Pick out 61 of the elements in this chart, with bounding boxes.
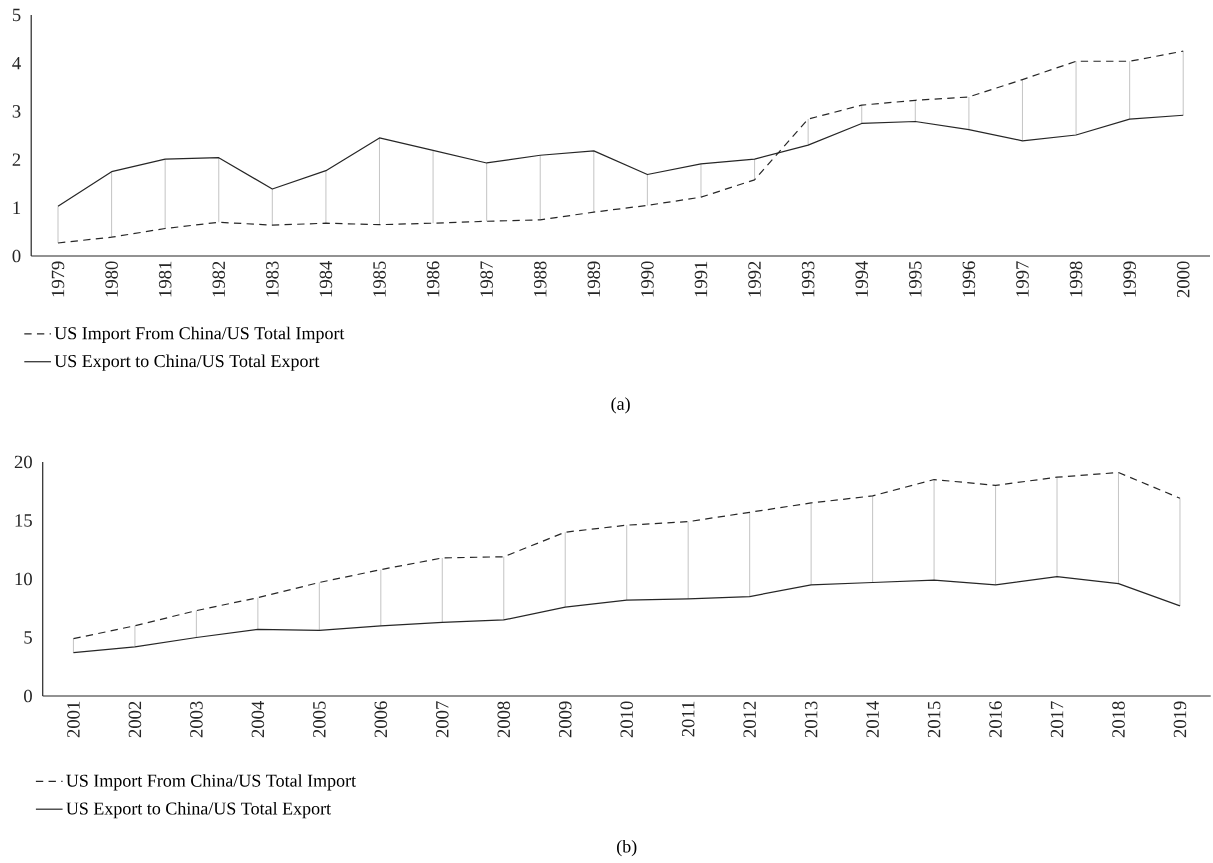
x-tick-label: 1991 bbox=[694, 261, 708, 297]
x-tick-label: 2001 bbox=[67, 701, 80, 738]
y-tick-label: 1 bbox=[13, 201, 21, 214]
x-tick-label: 2014 bbox=[866, 700, 879, 738]
legend-label: US Import From China/US Total Import bbox=[66, 774, 356, 791]
x-tick-label: 1995 bbox=[909, 261, 922, 297]
y-tick-label: 4 bbox=[12, 57, 21, 70]
x-tick-label: 2005 bbox=[313, 701, 326, 738]
x-tick-label: 2019 bbox=[1173, 701, 1187, 738]
line-series bbox=[72, 471, 1181, 640]
y-tick-label: 15 bbox=[15, 514, 32, 527]
y-tick-label: 0 bbox=[24, 689, 32, 703]
x-tick-label: 1993 bbox=[801, 261, 815, 297]
y-tick-label: 2 bbox=[12, 153, 21, 166]
y-tick-label: 3 bbox=[12, 105, 21, 118]
x-tick-label: 2015 bbox=[927, 701, 941, 738]
x-tick-label: 1999 bbox=[1123, 261, 1136, 297]
x-tick-label: 2016 bbox=[989, 701, 1002, 738]
text: (b) bbox=[617, 839, 637, 857]
x-tick-label: 2004 bbox=[251, 700, 265, 738]
x-tick-label: 2017 bbox=[1050, 701, 1064, 738]
y-tick-label: 0 bbox=[12, 249, 21, 263]
x-tick-label: 1984 bbox=[319, 260, 333, 297]
legend-label: US Import From China/US Total Import bbox=[54, 326, 345, 343]
x-tick-label: 1987 bbox=[480, 261, 493, 297]
y-tick-label: 5 bbox=[24, 631, 32, 644]
x-tick-label: 1996 bbox=[962, 261, 976, 297]
x-tick-label: 2008 bbox=[497, 701, 511, 738]
x-tick-label: 2009 bbox=[558, 701, 572, 738]
y-tick-label: 10 bbox=[15, 572, 32, 586]
x-tick-label: 2011 bbox=[681, 701, 695, 737]
legend-label: US Export to China/US Total Export bbox=[66, 801, 331, 819]
x-tick-label: 1986 bbox=[426, 261, 440, 297]
x-tick-label: 1981 bbox=[158, 261, 172, 297]
x-tick-label: 1988 bbox=[533, 261, 547, 297]
y-tick-label: 5 bbox=[12, 8, 21, 22]
x-tick-label: 1994 bbox=[855, 260, 868, 297]
x-tick-label: 1990 bbox=[641, 261, 654, 297]
x-tick-label: 2000 bbox=[1176, 261, 1190, 298]
x-tick-label: 1979 bbox=[51, 261, 65, 297]
x-tick-label: 2003 bbox=[190, 701, 203, 738]
line-series bbox=[57, 50, 1184, 244]
x-tick-label: 2006 bbox=[374, 701, 388, 738]
x-tick-label: 2007 bbox=[435, 701, 449, 738]
y-tick-label: 20 bbox=[14, 455, 32, 469]
x-tick-label: 1997 bbox=[1016, 261, 1029, 297]
legend-label: US Export to China/US Total Export bbox=[54, 354, 320, 371]
x-tick-label: 1982 bbox=[212, 261, 226, 297]
x-tick-label: 2002 bbox=[128, 701, 142, 738]
x-tick-label: 2010 bbox=[620, 701, 634, 738]
x-tick-label: 2018 bbox=[1112, 701, 1125, 738]
x-tick-label: 1992 bbox=[748, 261, 761, 297]
x-tick-label: 2012 bbox=[743, 701, 756, 738]
x-tick-label: 2013 bbox=[804, 701, 818, 738]
text: (a) bbox=[611, 397, 630, 414]
line-series bbox=[72, 576, 1181, 654]
x-tick-label: 1980 bbox=[105, 261, 118, 297]
x-tick-label: 1998 bbox=[1069, 261, 1083, 297]
x-tick-label: 1983 bbox=[266, 261, 279, 297]
x-tick-label: 1985 bbox=[373, 261, 386, 297]
x-tick-label: 1989 bbox=[587, 261, 601, 297]
